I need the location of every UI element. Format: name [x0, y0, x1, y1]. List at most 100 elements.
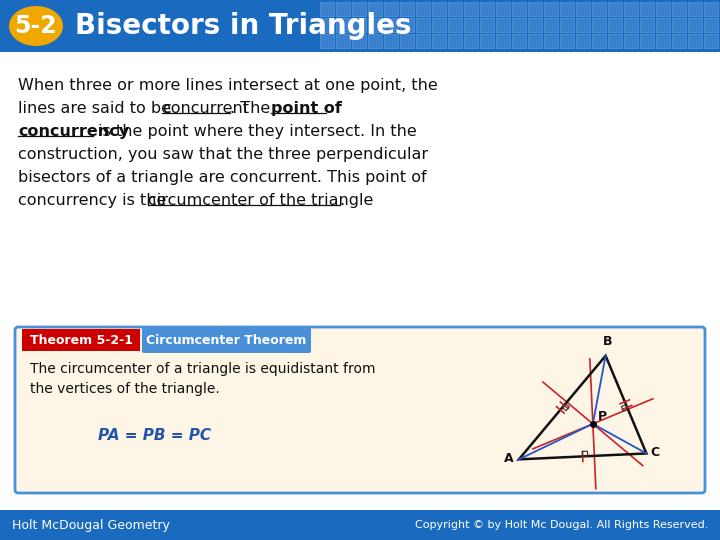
Text: .: . — [340, 193, 345, 208]
Bar — [640, 2, 654, 16]
Text: point of: point of — [271, 101, 342, 116]
Bar — [688, 18, 702, 32]
Bar — [0, 510, 720, 540]
Bar — [416, 18, 430, 32]
Text: is the point where they intersect. In the: is the point where they intersect. In th… — [94, 124, 417, 139]
Bar — [592, 2, 606, 16]
Bar — [384, 18, 398, 32]
Text: The circumcenter of a triangle is equidistant from: The circumcenter of a triangle is equidi… — [30, 362, 376, 376]
Text: B: B — [603, 335, 612, 348]
Bar — [640, 18, 654, 32]
Bar — [528, 18, 542, 32]
Bar — [560, 18, 574, 32]
Bar — [416, 34, 430, 48]
Bar — [368, 18, 382, 32]
Bar — [512, 18, 526, 32]
Text: Copyright © by Holt Mc Dougal. All Rights Reserved.: Copyright © by Holt Mc Dougal. All Right… — [415, 520, 708, 530]
Bar — [608, 34, 622, 48]
Bar — [512, 2, 526, 16]
Bar — [544, 18, 558, 32]
Bar — [352, 18, 366, 32]
Bar — [704, 2, 718, 16]
Text: P: P — [598, 410, 607, 423]
Bar — [656, 18, 670, 32]
Bar — [672, 18, 686, 32]
Text: A: A — [504, 453, 513, 465]
Bar — [352, 34, 366, 48]
Bar — [384, 34, 398, 48]
Bar — [592, 18, 606, 32]
Bar — [336, 34, 350, 48]
Text: concurrency: concurrency — [18, 124, 129, 139]
Bar — [464, 2, 478, 16]
Text: Holt McDougal Geometry: Holt McDougal Geometry — [12, 518, 170, 531]
Bar — [368, 34, 382, 48]
Bar — [608, 2, 622, 16]
Bar — [560, 34, 574, 48]
Bar — [368, 2, 382, 16]
Bar — [400, 18, 414, 32]
Bar — [448, 2, 462, 16]
Text: lines are said to be: lines are said to be — [18, 101, 176, 116]
Bar — [592, 34, 606, 48]
Bar — [464, 18, 478, 32]
Bar — [640, 34, 654, 48]
Text: PA = PB = PC: PA = PB = PC — [98, 428, 211, 443]
Bar — [352, 2, 366, 16]
Bar — [576, 18, 590, 32]
Bar — [320, 18, 334, 32]
Bar — [560, 2, 574, 16]
Bar — [656, 2, 670, 16]
Bar — [656, 34, 670, 48]
Bar — [448, 18, 462, 32]
Text: When three or more lines intersect at one point, the: When three or more lines intersect at on… — [18, 78, 438, 93]
Bar — [480, 18, 494, 32]
FancyBboxPatch shape — [15, 327, 705, 493]
Bar — [496, 34, 510, 48]
Bar — [704, 18, 718, 32]
Bar — [480, 34, 494, 48]
Text: Bisectors in Triangles: Bisectors in Triangles — [75, 12, 412, 40]
Bar — [448, 34, 462, 48]
Bar — [544, 2, 558, 16]
Bar — [688, 34, 702, 48]
Bar — [672, 34, 686, 48]
Bar — [544, 34, 558, 48]
Bar — [400, 2, 414, 16]
Bar — [432, 2, 446, 16]
Bar — [688, 2, 702, 16]
Text: concurrency is the: concurrency is the — [18, 193, 171, 208]
Bar — [336, 2, 350, 16]
Bar — [416, 2, 430, 16]
Text: bisectors of a triangle are concurrent. This point of: bisectors of a triangle are concurrent. … — [18, 170, 427, 185]
Text: Theorem 5-2-1: Theorem 5-2-1 — [30, 334, 132, 347]
Bar — [432, 34, 446, 48]
Ellipse shape — [9, 6, 63, 46]
Text: the vertices of the triangle.: the vertices of the triangle. — [30, 382, 220, 396]
Bar — [496, 18, 510, 32]
Bar — [512, 34, 526, 48]
Text: 5-2: 5-2 — [14, 14, 58, 38]
Bar — [400, 34, 414, 48]
Bar — [384, 2, 398, 16]
Bar — [480, 2, 494, 16]
Text: concurrent: concurrent — [162, 101, 248, 116]
Bar — [336, 18, 350, 32]
Bar — [528, 34, 542, 48]
Bar — [624, 2, 638, 16]
Text: C: C — [651, 447, 660, 460]
Text: Circumcenter Theorem: Circumcenter Theorem — [146, 334, 306, 347]
Bar — [576, 2, 590, 16]
Text: circumcenter of the triangle: circumcenter of the triangle — [148, 193, 374, 208]
Bar — [704, 34, 718, 48]
FancyBboxPatch shape — [142, 327, 311, 353]
Bar — [576, 34, 590, 48]
Bar — [320, 2, 334, 16]
Text: construction, you saw that the three perpendicular: construction, you saw that the three per… — [18, 147, 428, 162]
Bar — [528, 2, 542, 16]
Bar — [464, 34, 478, 48]
Bar — [624, 18, 638, 32]
Bar — [624, 34, 638, 48]
Bar — [0, 0, 720, 52]
Bar — [496, 2, 510, 16]
